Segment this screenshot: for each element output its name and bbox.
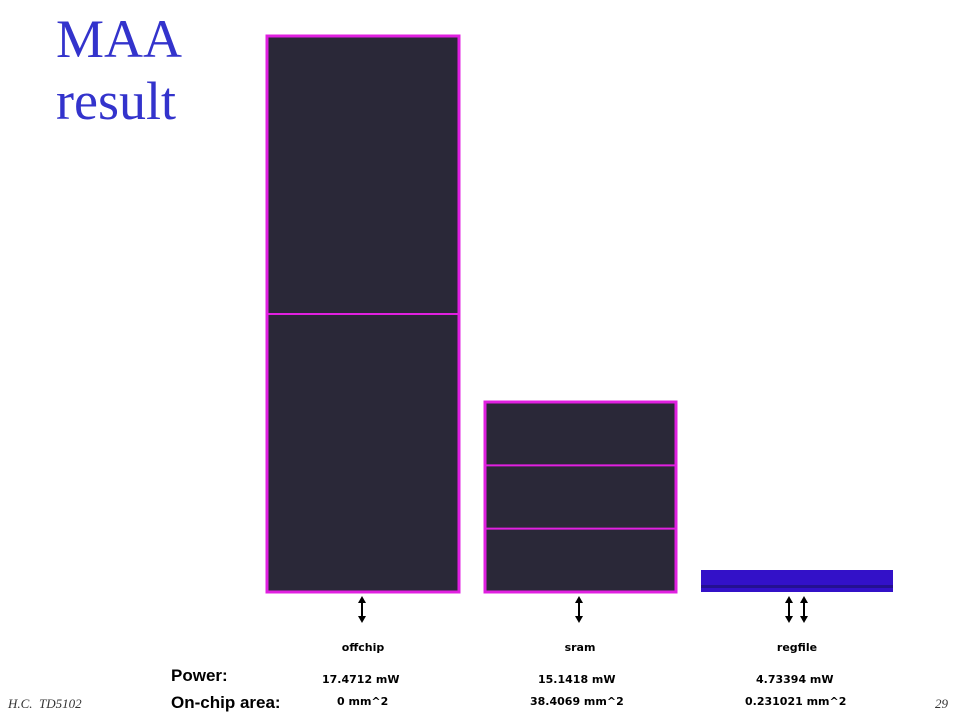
power-value-sram: 15.1418 mW: [538, 673, 616, 686]
power-value-regfile: 4.73394 mW: [756, 673, 834, 686]
port-arrow-up-icon: [785, 596, 793, 603]
area-row-label: On-chip area:: [171, 693, 281, 712]
port-arrow-down-icon: [800, 616, 808, 623]
port-arrow-down-icon: [575, 616, 583, 623]
slide-title: MAA result: [56, 8, 182, 132]
regfile-stripe: [701, 585, 893, 588]
port-arrow-up-icon: [800, 596, 808, 603]
power-value-offchip: 17.4712 mW: [322, 673, 400, 686]
memory-bank-regfile: [701, 570, 893, 592]
memory-name-offchip: offchip: [341, 641, 385, 654]
title-line-2: result: [56, 71, 176, 131]
power-row-label: Power:: [171, 666, 228, 685]
port-arrow-down-icon: [785, 616, 793, 623]
port-arrow-up-icon: [358, 596, 366, 603]
page-number: 29: [935, 696, 948, 711]
memory-name-sram: sram: [564, 641, 596, 654]
area-value-sram: 38.4069 mm^2: [530, 695, 624, 708]
memory-bank-sram: [483, 400, 678, 594]
footer-author: H.C. TD5102: [8, 696, 82, 711]
area-value-regfile: 0.231021 mm^2: [745, 695, 847, 708]
title-line-1: MAA: [56, 9, 183, 69]
memory-name-regfile: regfile: [776, 641, 818, 654]
port-arrow-up-icon: [575, 596, 583, 603]
port-arrow-down-icon: [358, 616, 366, 623]
area-value-offchip: 0 mm^2: [337, 695, 389, 708]
